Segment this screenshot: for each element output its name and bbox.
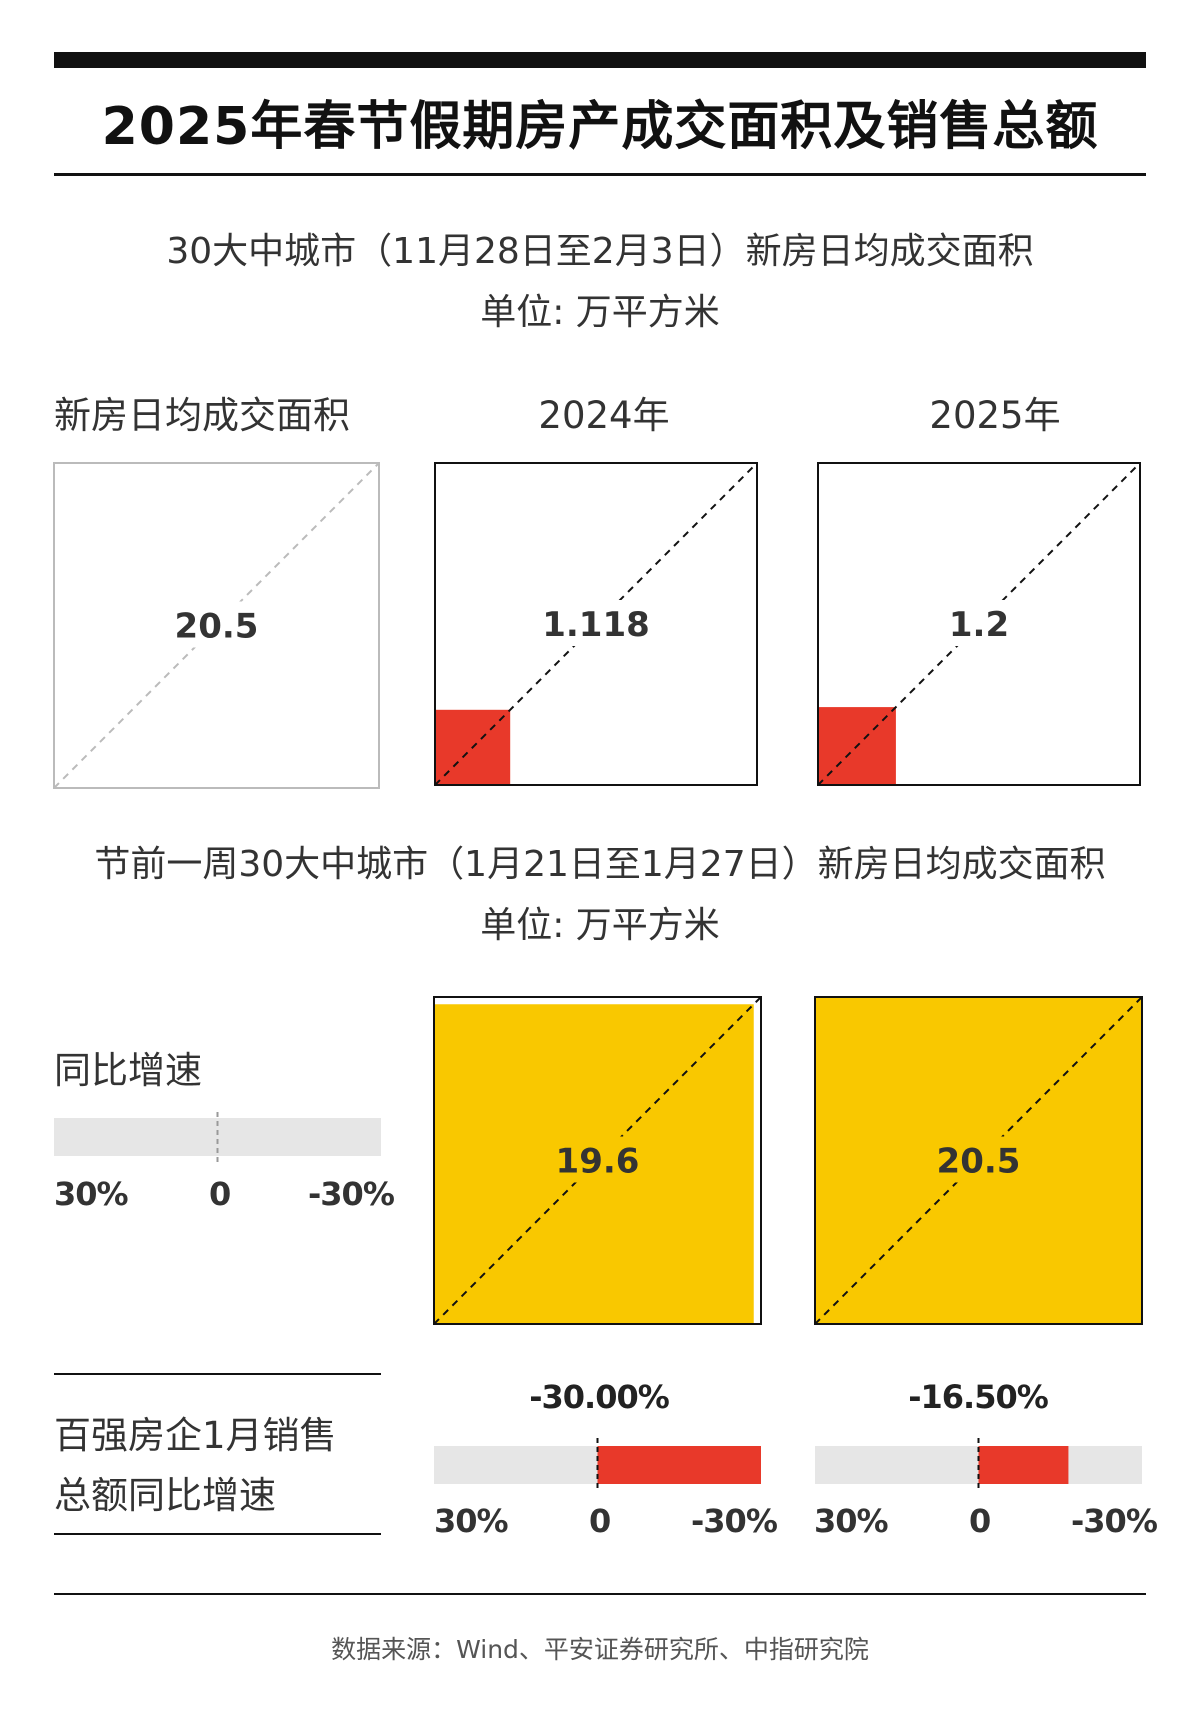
bar-2025-pct-label: -16.50% [908,1378,1049,1416]
square-2025-week: 20.5 [814,996,1143,1325]
section1-row-label: 新房日均成交面积 [54,394,350,437]
bar-2025-sales [815,1438,1142,1492]
week-square-2024-value-label: 19.6 [556,1142,640,1182]
section3-bottom-rule [54,1533,381,1535]
section3-label-line1: 百强房企1月销售 [54,1414,337,1457]
week-square-2024-frame [433,996,762,1325]
col-2025-label: 2025年 [929,394,1061,437]
section2-subtitle: 节前一周30大中城市（1月21日至1月27日）新房日均成交面积 [94,844,1106,885]
yoy-legend-bar [54,1112,381,1166]
bar-2024-tick-mid: 0 [589,1502,611,1540]
week-square-2025-label-bg [940,1136,1017,1183]
bar-2024-tick-right: -30% [691,1502,778,1540]
square-2024-area: 1.118 [434,462,758,786]
col-2024-label: 2024年 [538,394,670,437]
bar-2025-tick-mid: 0 [969,1502,991,1540]
week-square-2025-value-label: 20.5 [937,1142,1021,1182]
section1-unit: 单位: 万平方米 [480,292,720,333]
square-2024-frame [434,462,758,786]
square-2025-value-label: 1.2 [949,605,1009,645]
title-rule [54,173,1146,176]
legend-square-diagonal [53,462,380,789]
square-2024-week: 19.6 [433,996,762,1325]
week-square-2025-frame [814,996,1143,1325]
bar-2025-fill [978,1446,1069,1484]
square-2025-label-bg [941,600,1017,646]
footer-rule [54,1593,1146,1595]
square-2024-value-label: 1.118 [542,605,650,645]
bar-2024-tick-left: 30% [434,1502,509,1540]
legend-square: 20.5 [53,462,380,789]
legend-tick-left: 30% [54,1175,129,1213]
yoy-legend-label: 同比增速 [54,1049,202,1092]
section1-subtitle: 30大中城市（11月28日至2月3日）新房日均成交面积 [166,231,1034,272]
page-title: 2025年春节假期房产成交面积及销售总额 [101,97,1099,157]
legend-tick-mid: 0 [209,1175,231,1213]
section3-label-line2: 总额同比增速 [54,1474,276,1517]
square-2024-label-bg [558,600,634,646]
source-note: 数据来源：Wind、平安证券研究所、中指研究院 [331,1635,869,1664]
legend-square-value-label: 20.5 [175,607,259,647]
square-2025-area: 1.2 [817,462,1141,786]
legend-square-frame [53,462,380,789]
legend-square-label-bg [178,601,255,648]
top-bar [54,52,1146,68]
bar-2025-tick-right: -30% [1071,1502,1158,1540]
section2-unit: 单位: 万平方米 [480,905,720,946]
section3-top-rule [54,1373,381,1375]
bar-2024-pct-label: -30.00% [529,1378,670,1416]
square-2025-frame [817,462,1141,786]
legend-tick-right: -30% [308,1175,395,1213]
bar-2024-fill [597,1446,761,1484]
bar-2025-tick-left: 30% [814,1502,889,1540]
week-square-2024-label-bg [559,1136,636,1183]
bar-2024-sales [434,1438,761,1492]
